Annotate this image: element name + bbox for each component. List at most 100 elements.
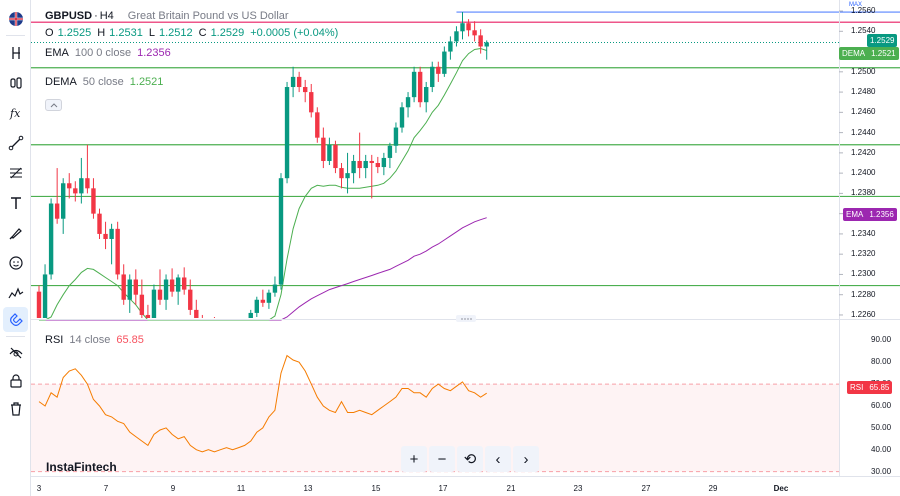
time-axis[interactable]: 3 7 9 11 13 15 17 21 23 27 29 Dec (31, 476, 839, 496)
rsi-tick-label: 90.00 (871, 335, 892, 345)
emoji-icon[interactable] (3, 250, 28, 275)
time-tick-label: 21 (506, 484, 516, 493)
rsi-tick-label: 50.00 (871, 422, 892, 432)
fib-icon[interactable] (3, 160, 28, 185)
rsi-tick-label: 30.00 (871, 466, 892, 476)
eye-off-icon[interactable] (3, 340, 28, 365)
reset-button[interactable]: ⟲ (457, 446, 483, 472)
flag-icon[interactable] (3, 6, 28, 31)
patterns-icon[interactable] (3, 280, 28, 305)
time-tick-label: 9 (170, 484, 176, 493)
ema-legend[interactable]: EMA 100 0 close 1.2356 (45, 47, 171, 59)
candle-body (85, 178, 90, 189)
candle-body (436, 66, 441, 74)
chart-area[interactable]: GBPUSD · H4 Great Britain Pound vs US Do… (31, 0, 900, 496)
svg-text:fx: fx (9, 107, 21, 120)
candle-type-icon[interactable] (3, 70, 28, 95)
zoom-in-button[interactable]: + (401, 446, 427, 472)
candle-body (42, 274, 48, 318)
dema-badge-price: 1.2521 (868, 47, 899, 60)
symbol-description: Great Britain Pound vs US Dollar (127, 10, 289, 22)
candle-body (97, 213, 102, 234)
ema-params: 100 0 close (74, 47, 132, 59)
price-tick-label: 1.2560 (851, 6, 876, 16)
delete-icon[interactable] (3, 396, 28, 421)
symbol-legend: GBPUSD · H4 Great Britain Pound vs US Do… (45, 10, 289, 22)
candle-body (54, 203, 60, 219)
price-tick-label: 1.2300 (851, 269, 876, 279)
collapse-legend-button[interactable] (45, 99, 62, 111)
time-tick-label: 3 (36, 484, 42, 493)
rsi-badge-value: 65.85 (866, 381, 893, 394)
brush-icon[interactable] (3, 220, 28, 245)
candle-body (61, 183, 66, 219)
candle-body (175, 277, 181, 292)
candle-body (230, 328, 234, 340)
time-tick-label: 11 (236, 484, 246, 493)
price-tick-label: 1.2320 (851, 249, 876, 259)
pane-resize-handle[interactable] (456, 315, 476, 322)
candle-body (424, 87, 429, 103)
time-tick-label: 15 (371, 484, 381, 493)
candle-body (303, 87, 308, 93)
time-tick-label: Dec (773, 484, 789, 493)
formula-icon[interactable]: fx (3, 100, 28, 125)
zoom-out-button[interactable]: − (429, 446, 455, 472)
ema-name: EMA (45, 47, 69, 59)
dema-params: 50 close (82, 76, 124, 88)
price-tick-label: 1.2420 (851, 147, 876, 157)
candle-body (67, 183, 72, 189)
candle-body (442, 51, 447, 74)
candle-body (182, 277, 187, 290)
candle-body (188, 289, 193, 310)
dema-legend[interactable]: DEMA 50 close 1.2521 (45, 76, 163, 88)
candle-body (278, 178, 284, 285)
candle-body (109, 228, 114, 239)
rsi-legend[interactable]: RSI 14 close 65.85 (45, 334, 144, 346)
candle-body (315, 112, 320, 138)
candle-body (405, 97, 411, 108)
candle-body (200, 325, 204, 330)
timeframe[interactable]: H4 (99, 10, 114, 22)
candle-body (115, 228, 120, 275)
candle-body (206, 325, 210, 330)
low-label: L (148, 27, 155, 39)
trendline-icon[interactable] (3, 130, 28, 155)
rsi-value: 65.85 (116, 334, 144, 346)
price-tick-label: 1.2260 (851, 309, 876, 319)
max-label: MAX (849, 2, 863, 8)
candle-body (411, 71, 417, 98)
scroll-right-button[interactable]: › (513, 446, 539, 472)
navigation-controls: + − ⟲ ‹ › (401, 446, 539, 472)
price-tick-label: 1.2380 (851, 188, 876, 198)
candle-body (157, 289, 163, 300)
symbol-name[interactable]: GBPUSD (45, 10, 93, 22)
candle-body (224, 330, 228, 340)
price-tick-label: 1.2400 (851, 168, 876, 178)
scroll-left-button[interactable]: ‹ (485, 446, 511, 472)
price-tick-label: 1.2500 (851, 66, 876, 76)
chart-canvas[interactable] (31, 0, 900, 496)
magnet-icon[interactable] (3, 307, 28, 332)
rsi-params: 14 close (69, 334, 111, 346)
high-label: H (97, 27, 106, 39)
candle-body (127, 279, 132, 300)
candle-body (145, 314, 151, 318)
crosshair-icon[interactable] (3, 40, 28, 65)
candle-body (357, 160, 362, 169)
lock-icon[interactable] (3, 368, 28, 393)
candle-body (333, 144, 338, 169)
open-value: 1.2525 (57, 27, 92, 39)
ema-badge-group: EMA 1.2356 (843, 208, 897, 221)
rsi-tick-label: 40.00 (871, 444, 892, 454)
candle-body (36, 291, 42, 318)
rsi-badge-group: RSI 65.85 (847, 381, 893, 394)
price-tick-label: 1.2540 (851, 26, 876, 36)
candle-body (212, 325, 216, 335)
text-icon[interactable] (3, 190, 28, 215)
candle-body (218, 330, 222, 335)
low-value: 1.2512 (158, 27, 193, 39)
drawing-toolbar: fx (0, 0, 31, 496)
candle-body (266, 292, 272, 303)
